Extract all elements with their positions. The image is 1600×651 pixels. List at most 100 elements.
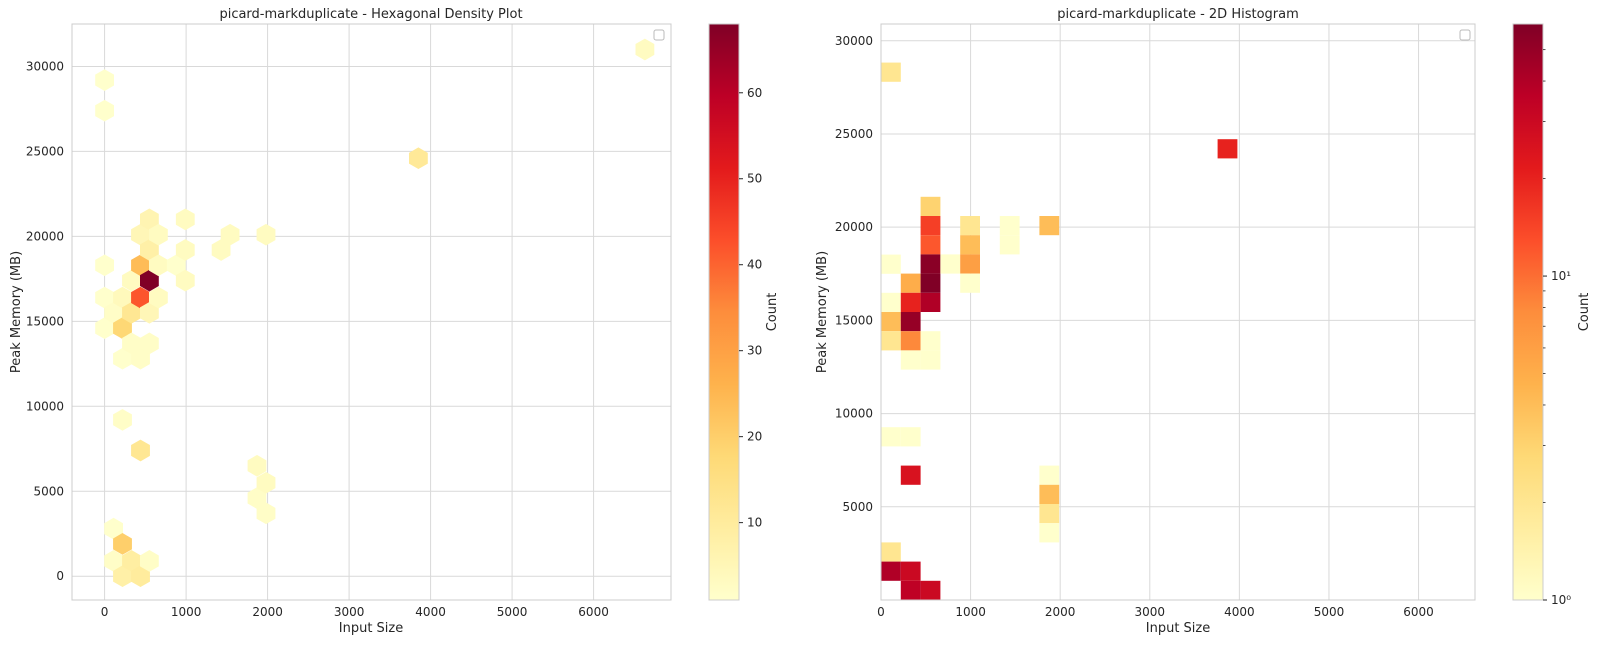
hexbin-cell: [247, 454, 267, 477]
hist2d-bin: [920, 292, 941, 312]
hexbin-cells: [95, 38, 655, 588]
hexbin-colorbar-tick-label: 20: [747, 430, 762, 444]
hexbin-colorbar-tick-label: 50: [747, 172, 762, 186]
hist2d-y-tick-label: 30000: [835, 34, 873, 48]
hexbin-colorbar-label: Count: [765, 293, 780, 332]
hexbin-cell: [113, 533, 132, 555]
hist2d-legend-box: [1459, 29, 1471, 41]
hist2d-bin: [920, 196, 941, 216]
hist2d-bin: [960, 254, 980, 274]
hexbin-x-tick-label: 4000: [415, 605, 446, 619]
hist2d-y-tick-label: 20000: [835, 220, 873, 234]
hist2d-x-tick-label: 5000: [1314, 605, 1345, 619]
hist2d-x-tick-label: 1000: [955, 605, 986, 619]
hist2d-x-axis-label: Input Size: [1146, 621, 1210, 636]
hexbin-x-tick-label: 5000: [497, 605, 528, 619]
hist2d-y-tick-label: 5000: [842, 500, 873, 514]
hexbin-cell: [95, 254, 114, 277]
hexbin-y-tick-label: 0: [56, 569, 64, 583]
hexbin-plot-frame: [71, 23, 672, 601]
hexbin-x-tick-label: 3000: [334, 605, 365, 619]
hist2d-bin: [900, 292, 921, 312]
hexbin-x-axis-label: Input Size: [339, 621, 403, 636]
hexbin-cell: [149, 223, 168, 246]
hexbin-legend-box: [653, 29, 665, 41]
hexbin-y-axis-label: Peak Memory (MB): [9, 251, 24, 373]
hist2d-bin: [1039, 504, 1060, 524]
hist2d-title: picard-markduplicate - 2D Histogram: [1057, 7, 1299, 22]
hexbin-cell: [175, 208, 195, 231]
hexbin-colorbar-tick-label: 30: [747, 344, 762, 358]
hist2d-bin: [1217, 139, 1238, 159]
hist2d-bins: [881, 62, 1238, 600]
histogram2d-chart: picard-markduplicate - 2D Histogram 0 100…: [815, 7, 1592, 636]
hist2d-x-tick-label: 3000: [1135, 605, 1166, 619]
hexbin-colorbar-tick-label: 40: [747, 258, 762, 272]
hexbin-y-tick-label: 15000: [26, 314, 64, 328]
hexbin-cell: [140, 550, 159, 572]
hexbin-y-tick-label: 10000: [26, 399, 64, 413]
hist2d-bin: [881, 427, 901, 447]
hexbin-colorbar-tick-label: 10: [747, 516, 762, 530]
hist2d-gridlines: [880, 24, 1475, 600]
hexbin-cell: [95, 69, 114, 91]
hist2d-bin: [999, 216, 1020, 236]
hist2d-y-ticks: 5000 10000 15000 20000 25000 30000: [835, 34, 873, 514]
hexbin-cell: [131, 439, 150, 462]
hist2d-bin: [940, 254, 961, 274]
hexbin-y-tick-label: 25000: [26, 144, 64, 158]
hexbin-x-tick-label: 1000: [171, 605, 202, 619]
hexbin-cell: [635, 38, 655, 61]
hexbin-gridlines: [72, 24, 671, 600]
hist2d-x-tick-label: 0: [877, 605, 885, 619]
hist2d-bin: [900, 350, 921, 370]
hist2d-colorbar-label: Count: [1577, 293, 1592, 332]
hexbin-cell: [140, 332, 159, 355]
hexbin-cell: [408, 147, 428, 170]
hexbin-cell: [220, 223, 240, 246]
hist2d-bin: [920, 254, 941, 274]
hist2d-bin: [881, 542, 901, 562]
hist2d-bin: [900, 273, 921, 293]
hist2d-x-tick-label: 4000: [1224, 605, 1255, 619]
hist2d-bin: [920, 331, 941, 351]
hist2d-x-ticks: 0 1000 2000 3000 4000 5000 6000: [877, 605, 1434, 619]
hexbin-y-tick-label: 5000: [33, 484, 64, 498]
hist2d-bin: [881, 254, 901, 274]
hist2d-y-tick-label: 15000: [835, 313, 873, 327]
hexbin-title: picard-markduplicate - Hexagonal Density…: [219, 7, 522, 22]
hist2d-x-tick-label: 6000: [1403, 605, 1434, 619]
hist2d-bin: [1039, 523, 1060, 543]
hist2d-bin: [900, 580, 921, 600]
hist2d-bin: [1039, 465, 1060, 485]
hist2d-bin: [999, 235, 1020, 255]
hist2d-colorbar: [1512, 23, 1544, 601]
hist2d-y-tick-label: 25000: [835, 127, 873, 141]
hexbin-y-ticks: 0 5000 10000 15000 20000 25000 30000: [26, 59, 64, 583]
hexbin-cell: [113, 409, 132, 431]
hist2d-bin: [900, 465, 921, 485]
hist2d-bin: [881, 331, 901, 351]
hist2d-bin: [881, 292, 901, 312]
hexbin-cell: [175, 239, 195, 261]
hist2d-colorbar-ticks: 10⁰ 10¹: [1543, 49, 1571, 607]
hist2d-bin: [960, 235, 980, 255]
hist2d-x-tick-label: 2000: [1045, 605, 1076, 619]
hexbin-x-tick-label: 2000: [252, 605, 283, 619]
hexbin-colorbar: [708, 23, 740, 601]
hist2d-bin: [1039, 484, 1060, 504]
hist2d-bin: [960, 216, 980, 236]
hexbin-colorbar-tick-label: 60: [747, 86, 762, 100]
hexbin-y-tick-label: 20000: [26, 229, 64, 243]
hexbin-cell: [175, 269, 195, 292]
hist2d-bin: [900, 331, 921, 351]
hist2d-bin: [960, 273, 980, 293]
hexbin-cell: [256, 471, 276, 494]
hist2d-bin: [900, 312, 921, 332]
hexbin-cell: [149, 286, 168, 309]
hist2d-y-tick-label: 10000: [835, 407, 873, 421]
hexbin-y-tick-label: 30000: [26, 59, 64, 73]
hist2d-colorbar-tick-label: 10⁰: [1551, 593, 1571, 607]
hist2d-bin: [1039, 216, 1060, 236]
